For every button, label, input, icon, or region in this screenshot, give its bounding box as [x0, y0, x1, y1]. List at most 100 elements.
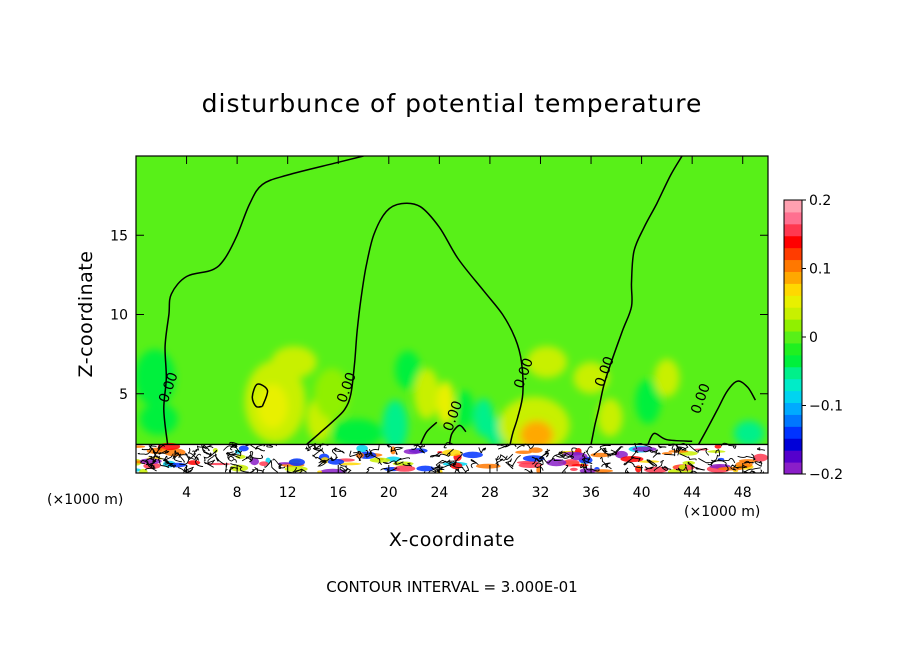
turbulence-contour: [306, 444, 322, 452]
x-unit-right: (×1000 m): [684, 504, 760, 520]
colorbar-swatch: [784, 450, 802, 463]
turbulence-contour: [581, 451, 593, 464]
x-tick-label: 24: [430, 485, 448, 501]
x-tick-label: 40: [633, 485, 651, 501]
turbulence-contour: [137, 447, 155, 455]
turbulence-contour: [531, 457, 544, 465]
turbulence-contour: [743, 460, 754, 464]
turbulence-contour: [455, 464, 469, 473]
y-tick-label: 10: [110, 308, 128, 324]
turbulence-contour: [245, 443, 265, 452]
turbulence-contour: [601, 462, 612, 470]
colorbar-swatch: [784, 200, 802, 213]
turbulence-contour: [394, 457, 410, 465]
turbulence-patch: [591, 469, 614, 473]
colorbar-swatch: [784, 462, 802, 475]
x-tick-label: 20: [380, 485, 398, 501]
turbulence-contour: [272, 458, 283, 469]
turbulence-patch: [278, 462, 292, 465]
turbulence-contour: [204, 459, 216, 468]
anomaly-blob: [455, 390, 474, 429]
turbulence-contour: [247, 466, 259, 473]
turbulence-contour: [585, 446, 593, 463]
y-tick-label: 15: [110, 228, 128, 244]
turbulence-contour: [534, 462, 544, 471]
turbulence-contour: [439, 448, 454, 457]
turbulence-patch: [327, 458, 345, 465]
anomaly-blob: [733, 420, 765, 447]
turbulence-patch: [212, 447, 218, 453]
turbulence-contour: [227, 449, 242, 460]
turbulence-patch: [450, 462, 463, 470]
turbulence-contour: [349, 450, 361, 457]
anomaly-blob: [654, 358, 680, 397]
turbulence-contour: [711, 449, 721, 462]
boundary-layer: [136, 441, 768, 473]
colorbar-swatch: [784, 331, 802, 344]
zero-contour-line: [419, 421, 438, 445]
turbulence-contour: [364, 445, 380, 456]
colorbar-ticks: 0.2 0.1 0 −0.1 −0.2: [802, 193, 843, 483]
turbulence-contour: [230, 463, 249, 473]
zero-contour-line: [251, 383, 269, 408]
turbulence-contour: [688, 444, 710, 456]
turbulence-contour: [507, 455, 521, 467]
turbulence-patch: [714, 444, 722, 449]
turbulence-patch: [753, 453, 768, 462]
turbulence-patch: [259, 461, 269, 467]
turbulence-contour: [649, 449, 661, 458]
turbulence-contour: [630, 450, 639, 459]
turbulence-contour: [229, 441, 240, 451]
turbulence-contour: [580, 464, 587, 473]
turbulence-contour: [248, 451, 254, 463]
x-tick-label: 12: [279, 485, 297, 501]
contour-interval-note: CONTOUR INTERVAL = 3.000E-01: [326, 578, 577, 596]
turbulence-contour: [558, 451, 572, 458]
turbulence-contour: [679, 453, 697, 461]
turbulence-patch: [393, 465, 416, 472]
turbulence-contour: [207, 455, 226, 466]
turbulence-contour: [759, 469, 765, 473]
turbulence-patch: [136, 445, 146, 448]
turbulence-contour: [402, 462, 412, 467]
turbulence-patch: [475, 463, 501, 469]
turbulence-contour: [674, 447, 683, 456]
turbulence-contour: [353, 452, 363, 461]
turbulence-contour: [754, 461, 763, 467]
turbulence-contour: [245, 452, 252, 462]
turbulence-patch: [320, 468, 346, 473]
colorbar-swatch: [784, 307, 802, 320]
colorbar-swatch: [784, 211, 802, 225]
turbulence-contour: [194, 453, 204, 468]
colorbar-swatch: [784, 426, 802, 439]
zero-contour-line: [697, 380, 757, 445]
turbulence-contour: [742, 467, 761, 473]
colorbar-swatch: [784, 390, 802, 404]
turbulence-contour: [657, 444, 667, 449]
turbulence-contour: [393, 446, 404, 455]
turbulence-patch: [317, 470, 323, 473]
turbulence-patch: [187, 460, 201, 466]
colorbar-swatch: [784, 402, 802, 415]
turbulence-contour: [643, 449, 656, 454]
turbulence-contour: [542, 456, 564, 464]
turbulence-patch: [590, 452, 611, 458]
turbulence-contour: [614, 446, 624, 454]
turbulence-contour: [339, 466, 349, 473]
turbulence-patch: [238, 445, 249, 452]
turbulence-patch: [235, 454, 246, 459]
turbulence-contour: [338, 463, 352, 473]
turbulence-patch: [522, 455, 545, 462]
x-tick-label: 28: [481, 485, 499, 501]
colorbar-swatch: [784, 271, 802, 284]
anomaly-blob: [314, 368, 350, 420]
turbulence-contour: [365, 448, 373, 458]
turbulence-contour: [317, 459, 327, 467]
turbulence-contour: [737, 453, 756, 461]
turbulence-contour: [623, 461, 643, 469]
turbulence-contour: [496, 453, 514, 461]
colorbar-tick-label: 0.2: [809, 193, 831, 209]
turbulence-contour: [173, 454, 185, 463]
field-background: [136, 156, 768, 473]
